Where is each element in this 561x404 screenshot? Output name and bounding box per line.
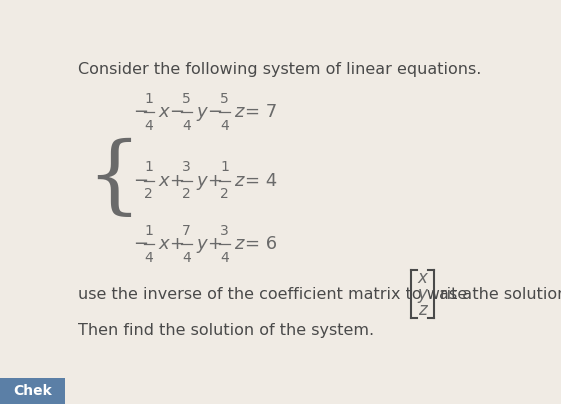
Text: 5: 5 bbox=[220, 92, 229, 106]
Text: 5: 5 bbox=[182, 92, 191, 106]
Text: 1: 1 bbox=[144, 224, 153, 238]
Text: = 7: = 7 bbox=[245, 103, 277, 121]
Text: 4: 4 bbox=[144, 119, 153, 133]
Text: 4: 4 bbox=[182, 251, 191, 265]
Text: {: { bbox=[86, 138, 141, 221]
Text: x: x bbox=[158, 172, 169, 190]
Text: −: − bbox=[169, 103, 185, 121]
Text: 2: 2 bbox=[144, 187, 153, 201]
Text: −: − bbox=[207, 103, 222, 121]
Text: −: − bbox=[133, 236, 148, 253]
Text: Chek: Chek bbox=[13, 384, 52, 398]
Text: y: y bbox=[418, 285, 427, 303]
Text: use the inverse of the coefficient matrix to write the solution matrix: use the inverse of the coefficient matri… bbox=[78, 287, 561, 302]
Text: z: z bbox=[234, 172, 243, 190]
Text: 2: 2 bbox=[182, 187, 191, 201]
Text: as a: as a bbox=[439, 287, 472, 302]
Text: Then find the solution of the system.: Then find the solution of the system. bbox=[78, 322, 374, 337]
Text: +: + bbox=[207, 236, 222, 253]
Text: y: y bbox=[196, 103, 207, 121]
Text: 7: 7 bbox=[182, 224, 191, 238]
Text: 4: 4 bbox=[220, 251, 229, 265]
Text: 4: 4 bbox=[182, 119, 191, 133]
Text: +: + bbox=[207, 172, 222, 190]
Text: 4: 4 bbox=[144, 251, 153, 265]
Text: y: y bbox=[196, 172, 207, 190]
Text: −: − bbox=[133, 103, 148, 121]
Text: 2: 2 bbox=[220, 187, 229, 201]
Text: 4: 4 bbox=[220, 119, 229, 133]
Text: z: z bbox=[419, 301, 427, 319]
Text: z: z bbox=[234, 236, 243, 253]
Text: = 6: = 6 bbox=[245, 236, 277, 253]
FancyBboxPatch shape bbox=[0, 377, 68, 404]
Text: x: x bbox=[158, 236, 169, 253]
Text: 1: 1 bbox=[220, 160, 229, 174]
Text: x: x bbox=[418, 269, 427, 287]
Text: y: y bbox=[196, 236, 207, 253]
Text: z: z bbox=[234, 103, 243, 121]
Text: 3: 3 bbox=[182, 160, 191, 174]
Text: +: + bbox=[169, 172, 184, 190]
Text: 1: 1 bbox=[144, 160, 153, 174]
Text: −: − bbox=[133, 172, 148, 190]
Text: 3: 3 bbox=[220, 224, 229, 238]
Text: 1: 1 bbox=[144, 92, 153, 106]
Text: = 4: = 4 bbox=[245, 172, 277, 190]
Text: +: + bbox=[169, 236, 184, 253]
Text: Consider the following system of linear equations.: Consider the following system of linear … bbox=[78, 63, 481, 78]
Text: x: x bbox=[158, 103, 169, 121]
